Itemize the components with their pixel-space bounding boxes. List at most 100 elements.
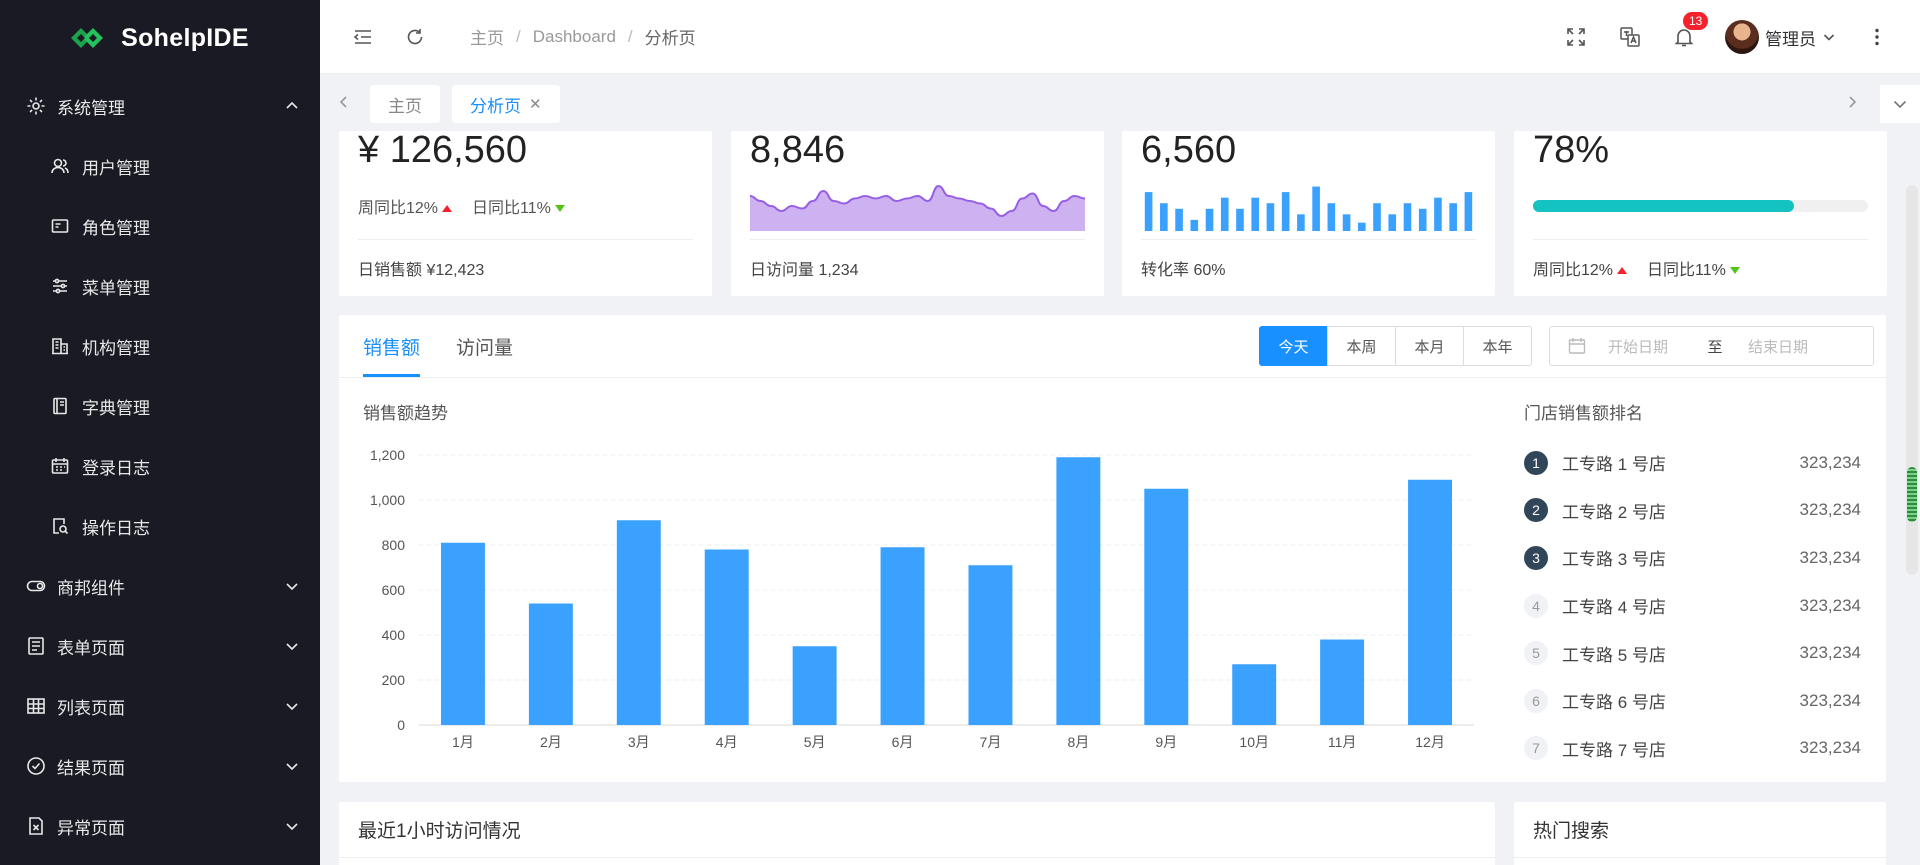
sidebar-item-orgs[interactable]: 机构管理 <box>0 316 320 376</box>
more-vertical-icon[interactable] <box>1864 24 1890 50</box>
stat-footer: 转化率 60% <box>1141 239 1476 296</box>
sales-tabs: 销售额 访问量 <box>363 315 513 377</box>
tabs-dropdown-button[interactable] <box>1880 85 1920 123</box>
mini-bar <box>1205 208 1214 231</box>
tab-sales[interactable]: 销售额 <box>363 315 421 377</box>
tab-analysis[interactable]: 分析页 ✕ <box>452 85 560 123</box>
bar[interactable] <box>1056 457 1101 725</box>
range-week-button[interactable]: 本周 <box>1327 326 1396 366</box>
stat-value: 6,560 <box>1141 129 1237 171</box>
list-item: 6 工专路 6 号店 323,234 <box>1524 677 1861 725</box>
bar[interactable] <box>968 565 1013 725</box>
scrollbar-thumb[interactable] <box>1907 467 1917 522</box>
sidebar-item-op-log[interactable]: 操作日志 <box>0 496 320 556</box>
area-fill <box>750 186 1085 231</box>
area-line <box>750 184 1085 218</box>
sidebar-item-menus[interactable]: 菜单管理 <box>0 256 320 316</box>
bar[interactable] <box>616 520 661 725</box>
menu-group-label: 列表页面 <box>57 698 125 718</box>
menu-group-components[interactable]: 商邦组件 <box>0 556 320 616</box>
mini-bar <box>1373 203 1381 231</box>
rank-number: 4 <box>1524 593 1548 618</box>
rank-list: 1 工专路 1 号店 323,234 2 工专路 2 号店 323,234 3 工专路 3 号… <box>1524 439 1861 772</box>
translate-icon[interactable] <box>1617 24 1643 50</box>
logo[interactable]: SohelpIDE <box>0 0 320 76</box>
mini-area-chart <box>750 184 1085 231</box>
page-scrollbar[interactable] <box>1906 185 1918 575</box>
close-icon[interactable]: ✕ <box>529 96 542 113</box>
bar[interactable] <box>1408 479 1453 725</box>
mini-bar <box>1357 222 1366 231</box>
sidebar-item-users[interactable]: 用户管理 <box>0 136 320 196</box>
building-icon <box>50 336 70 356</box>
calendar-icon <box>50 456 70 476</box>
id-card-icon <box>50 216 70 236</box>
breadcrumb-item-dashboard[interactable]: Dashboard <box>532 26 616 46</box>
breadcrumb-item-home[interactable]: 主页 <box>470 29 504 48</box>
bar[interactable] <box>704 549 749 726</box>
y-tick-label: 1,000 <box>370 492 405 508</box>
tabs-scroll-left-icon[interactable] <box>332 90 356 114</box>
stat-card-effect: 78% 周同比12% 日同比11% <box>1514 131 1887 296</box>
progress-fill <box>1533 200 1795 212</box>
bar[interactable] <box>440 542 485 725</box>
bar[interactable] <box>792 646 837 725</box>
rank-value: 323,234 <box>1799 500 1861 520</box>
date-range-picker[interactable]: 开始日期 至 结束日期 <box>1549 326 1874 366</box>
mini-bar <box>1266 203 1275 231</box>
trend-up: 周同比12% <box>1533 256 1628 280</box>
mini-bar <box>1175 208 1183 231</box>
tabs-scroll-right-icon[interactable] <box>1840 90 1864 114</box>
tab-home[interactable]: 主页 <box>370 85 440 123</box>
rank-number: 7 <box>1524 736 1548 761</box>
tab-visits[interactable]: 访问量 <box>456 337 514 359</box>
card-title: 热门搜索 <box>1514 802 1886 858</box>
fullscreen-icon[interactable] <box>1563 24 1589 50</box>
bar[interactable] <box>880 547 925 725</box>
date-end-input[interactable]: 结束日期 <box>1748 338 1809 356</box>
stat-footer: 日访问量 1,234 <box>750 239 1085 296</box>
rank-name: 工专路 2 号店 <box>1562 502 1666 522</box>
trend-down: 日同比11% <box>1647 256 1740 280</box>
rank-number: 1 <box>1524 450 1548 475</box>
card-title: 最近1小时访问情况 <box>339 802 1495 858</box>
bar[interactable] <box>1144 488 1189 725</box>
sidebar-item-dict[interactable]: 字典管理 <box>0 376 320 436</box>
mini-bar <box>1251 197 1260 231</box>
form-icon <box>25 635 47 657</box>
collapse-menu-icon[interactable] <box>350 24 376 50</box>
menu-group-system[interactable]: 系统管理 <box>0 76 320 136</box>
range-month-button[interactable]: 本月 <box>1395 326 1464 366</box>
sidebar-item-roles[interactable]: 角色管理 <box>0 196 320 256</box>
range-today-button[interactable]: 今天 <box>1259 326 1328 366</box>
date-start-input[interactable]: 开始日期 <box>1608 338 1669 356</box>
menu-group-exceptions[interactable]: 异常页面 <box>0 796 320 856</box>
menu-group-results[interactable]: 结果页面 <box>0 736 320 796</box>
rank-name: 工专路 3 号店 <box>1562 550 1666 570</box>
user-menu[interactable]: 管理员 <box>1725 20 1836 54</box>
menu-group-label: 结果页面 <box>57 758 125 778</box>
x-tick-label: 6月 <box>892 734 914 750</box>
bar[interactable] <box>528 603 573 726</box>
toggle-icon <box>25 575 47 597</box>
range-year-button[interactable]: 本年 <box>1463 326 1532 366</box>
sidebar-item-login-log[interactable]: 登录日志 <box>0 436 320 496</box>
list-item: 4 工专路 4 号店 323,234 <box>1524 582 1861 630</box>
bar[interactable] <box>1320 639 1365 726</box>
menu-group-forms[interactable]: 表单页面 <box>0 616 320 676</box>
stat-value: 78% <box>1533 129 1610 171</box>
mini-bar <box>1342 214 1351 231</box>
rank-value: 323,234 <box>1799 690 1861 710</box>
menu-group-lists[interactable]: 列表页面 <box>0 676 320 736</box>
notification-button[interactable]: 13 <box>1671 12 1709 50</box>
tab-label: 主页 <box>388 96 422 116</box>
file-x-icon <box>25 815 47 837</box>
rank-name: 工专路 4 号店 <box>1562 598 1666 618</box>
mini-bar <box>1190 219 1199 231</box>
stat-value: 8,846 <box>750 129 846 171</box>
rank-name: 工专路 1 号店 <box>1562 455 1666 475</box>
bar[interactable] <box>1232 664 1277 725</box>
stat-card-visits: 8,846 日访问量 1,234 <box>731 131 1104 296</box>
refresh-icon[interactable] <box>402 24 428 50</box>
sliders-icon <box>50 276 70 296</box>
